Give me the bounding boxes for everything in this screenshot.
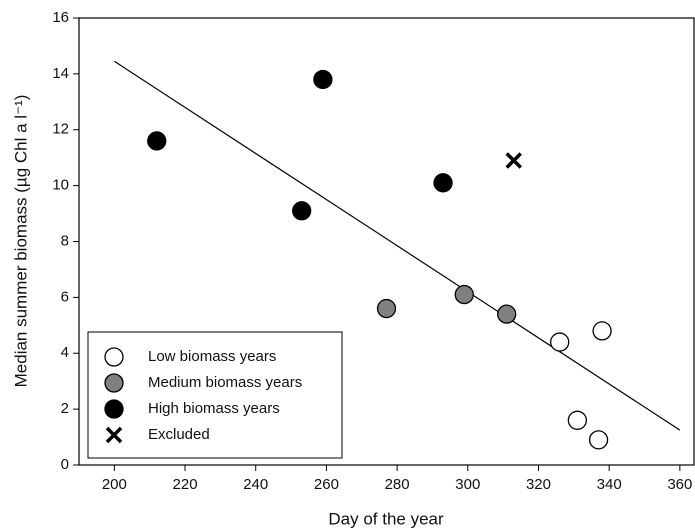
y-tick-label: 2 [61,400,69,417]
legend-label: Excluded [148,426,210,443]
point [454,284,474,305]
y-tick-label: 0 [61,456,69,473]
point [376,298,397,319]
x-tick-label: 320 [526,476,551,493]
x-tick-label: 220 [173,476,198,493]
y-tick-label: 12 [52,121,69,138]
legend-marker [104,399,124,419]
x-tick-label: 280 [385,476,410,493]
x-tick-label: 340 [597,476,622,493]
y-tick-label: 6 [61,288,69,305]
point [147,131,167,151]
x-tick-label: 360 [667,476,692,493]
y-tick-label: 16 [52,9,69,26]
legend-label: Medium biomass years [148,374,302,391]
point [550,332,570,352]
y-tick-label: 8 [61,232,69,249]
x-axis-label: Day of the year [328,509,444,528]
legend-marker [104,373,124,393]
point [313,69,333,90]
trend-line [114,60,681,431]
point [497,304,517,324]
x-tick-label: 200 [102,476,127,493]
legend-label: Low biomass years [148,348,276,365]
point [505,152,522,169]
point [292,201,312,221]
legend-marker [104,347,124,367]
y-tick-label: 4 [61,344,69,361]
point [433,173,453,193]
legend-marker [105,426,123,444]
y-axis-label: Median summer biomass (µg Chl a l⁻¹) [11,95,30,388]
x-tick-label: 240 [243,476,268,493]
point [592,321,612,341]
legend-label: High biomass years [148,400,280,417]
legend-box [87,331,343,459]
point [567,410,588,430]
x-tick-label: 300 [455,476,480,493]
point [588,430,609,450]
y-tick-label: 10 [52,177,69,194]
x-tick-label: 260 [314,476,339,493]
y-tick-label: 14 [52,65,69,82]
